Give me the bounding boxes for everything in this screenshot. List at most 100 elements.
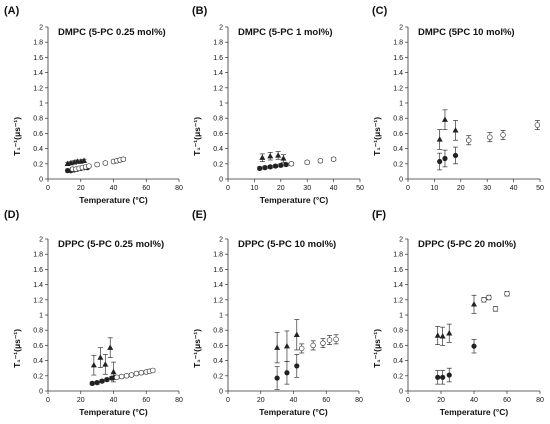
y-tick-label: 0.2 bbox=[33, 373, 43, 380]
x-axis-label: Temperature (°C) bbox=[440, 407, 509, 417]
y-tick-label: 1.2 bbox=[33, 297, 43, 304]
x-tick-label: 60 bbox=[503, 397, 511, 404]
panel-title: DMPC (5PC 10 mol%) bbox=[418, 27, 515, 38]
y-tick-label: 0.8 bbox=[213, 328, 223, 335]
data-point-open-circle bbox=[333, 336, 339, 343]
data-point-open-circle bbox=[128, 372, 135, 378]
data-point-open-circle bbox=[138, 370, 145, 376]
series-circle-open bbox=[465, 120, 541, 146]
y-tick-label: 0.6 bbox=[393, 131, 403, 138]
y-tick-label: 1.8 bbox=[213, 40, 223, 47]
y-tick-label: 1.6 bbox=[213, 267, 223, 274]
data-point-triangle bbox=[274, 344, 281, 350]
data-point-open-circle bbox=[486, 294, 492, 301]
y-tick-label: 0.2 bbox=[213, 161, 223, 168]
x-tick-label: 20 bbox=[437, 397, 445, 404]
data-point-filled-circle bbox=[99, 378, 105, 384]
panel-a: (A)00.20.40.60.811.21.41.61.820 20 40 60 80D… bbox=[4, 5, 183, 205]
y-tick-label: 1.6 bbox=[213, 55, 223, 62]
data-point-triangle bbox=[81, 157, 88, 163]
data-point-triangle bbox=[434, 332, 441, 338]
y-tick-label: 0 bbox=[219, 389, 223, 396]
x-tick-label: 60 bbox=[142, 185, 150, 192]
data-point-open-circle bbox=[288, 161, 295, 167]
y-tick-label: 0.4 bbox=[33, 358, 43, 365]
y-tick-label: 2 bbox=[399, 25, 403, 32]
panel-title: DPPC (5-PC 10 mol%) bbox=[238, 239, 336, 250]
y-tick-label: 2 bbox=[219, 25, 223, 32]
y-tick-label: 1.6 bbox=[393, 267, 403, 274]
y-axis-label: T₁⁻¹(μs⁻¹) bbox=[12, 329, 22, 368]
panel-label: (D) bbox=[4, 209, 20, 221]
y-tick-label: 0.6 bbox=[33, 343, 43, 350]
y-tick-label: 0 bbox=[219, 177, 223, 184]
data-point-triangle bbox=[283, 342, 290, 349]
x-axis-label: Temperature (°C) bbox=[260, 195, 329, 205]
y-tick-label: 0 bbox=[39, 177, 43, 184]
panel-title: DPPC (5-PC 20 mol%) bbox=[418, 239, 516, 250]
y-tick-label: 0.8 bbox=[33, 116, 43, 123]
x-tick-label: 20 bbox=[77, 397, 85, 404]
data-point-triangle bbox=[441, 116, 448, 122]
data-point-filled-circle bbox=[267, 164, 273, 170]
y-tick-label: 0.2 bbox=[213, 373, 223, 380]
y-tick-label: 1.2 bbox=[213, 297, 223, 304]
data-point-open-circle bbox=[320, 340, 326, 346]
x-tick-label: 10 bbox=[431, 185, 439, 192]
series-triangle bbox=[64, 157, 88, 166]
y-tick-label: 1 bbox=[39, 101, 43, 108]
data-point-filled-circle bbox=[294, 363, 300, 369]
data-point-open-circle bbox=[94, 161, 100, 168]
series-circle-filled bbox=[274, 354, 300, 390]
y-tick-label: 1.4 bbox=[393, 70, 403, 77]
y-tick-label: 1.4 bbox=[33, 282, 43, 289]
x-tick-label: 20 bbox=[277, 185, 285, 192]
y-tick-label: 0 bbox=[39, 389, 43, 396]
x-tick-label: 30 bbox=[303, 185, 311, 192]
panel-title: DMPC (5-PC 0.25 mol%) bbox=[58, 27, 166, 38]
data-point-filled-circle bbox=[104, 377, 110, 383]
y-tick-label: 1 bbox=[219, 313, 223, 320]
data-point-triangle bbox=[471, 301, 477, 307]
data-point-open-circle bbox=[326, 337, 333, 343]
y-tick-label: 1.8 bbox=[393, 252, 403, 259]
y-tick-label: 0.2 bbox=[393, 161, 403, 168]
data-point-open-circle bbox=[492, 306, 499, 312]
y-tick-label: 1.8 bbox=[213, 252, 223, 259]
y-tick-label: 1.2 bbox=[33, 85, 43, 92]
data-point-triangle bbox=[110, 368, 117, 375]
y-tick-label: 1.6 bbox=[33, 267, 43, 274]
x-tick-label: 40 bbox=[110, 185, 118, 192]
data-point-open-circle bbox=[330, 156, 337, 162]
x-tick-label: 20 bbox=[257, 397, 265, 404]
y-tick-label: 0 bbox=[399, 177, 403, 184]
x-tick-label: 30 bbox=[483, 185, 491, 192]
y-tick-label: 0.8 bbox=[33, 328, 43, 335]
y-tick-label: 0 bbox=[399, 389, 403, 396]
data-point-open-circle bbox=[120, 156, 127, 162]
y-tick-label: 0.6 bbox=[33, 131, 43, 138]
y-tick-label: 0.8 bbox=[393, 328, 403, 335]
y-tick-label: 2 bbox=[39, 25, 43, 32]
data-point-triangle bbox=[267, 153, 274, 159]
y-tick-label: 2 bbox=[219, 237, 223, 244]
data-point-triangle bbox=[102, 361, 109, 367]
y-tick-label: 1.6 bbox=[393, 55, 403, 62]
series-circle-filled bbox=[435, 338, 477, 385]
y-tick-label: 1 bbox=[39, 313, 43, 320]
x-tick-label: 20 bbox=[457, 185, 465, 192]
data-point-open-circle bbox=[298, 345, 305, 352]
series-triangle bbox=[436, 109, 459, 150]
data-point-triangle bbox=[107, 344, 114, 350]
x-axis-label: Temperature (°C) bbox=[79, 195, 148, 205]
y-tick-label: 0.2 bbox=[33, 161, 43, 168]
data-point-open-circle bbox=[304, 159, 310, 166]
data-point-filled-circle bbox=[94, 380, 100, 386]
data-point-filled-circle bbox=[262, 165, 268, 171]
x-tick-label: 80 bbox=[536, 397, 544, 404]
x-tick-label: 50 bbox=[356, 185, 364, 192]
data-point-open-circle bbox=[465, 137, 472, 143]
x-axis-label: Temperature (°C) bbox=[259, 407, 328, 417]
data-point-filled-circle bbox=[278, 162, 284, 168]
series-circle-open bbox=[288, 156, 337, 167]
